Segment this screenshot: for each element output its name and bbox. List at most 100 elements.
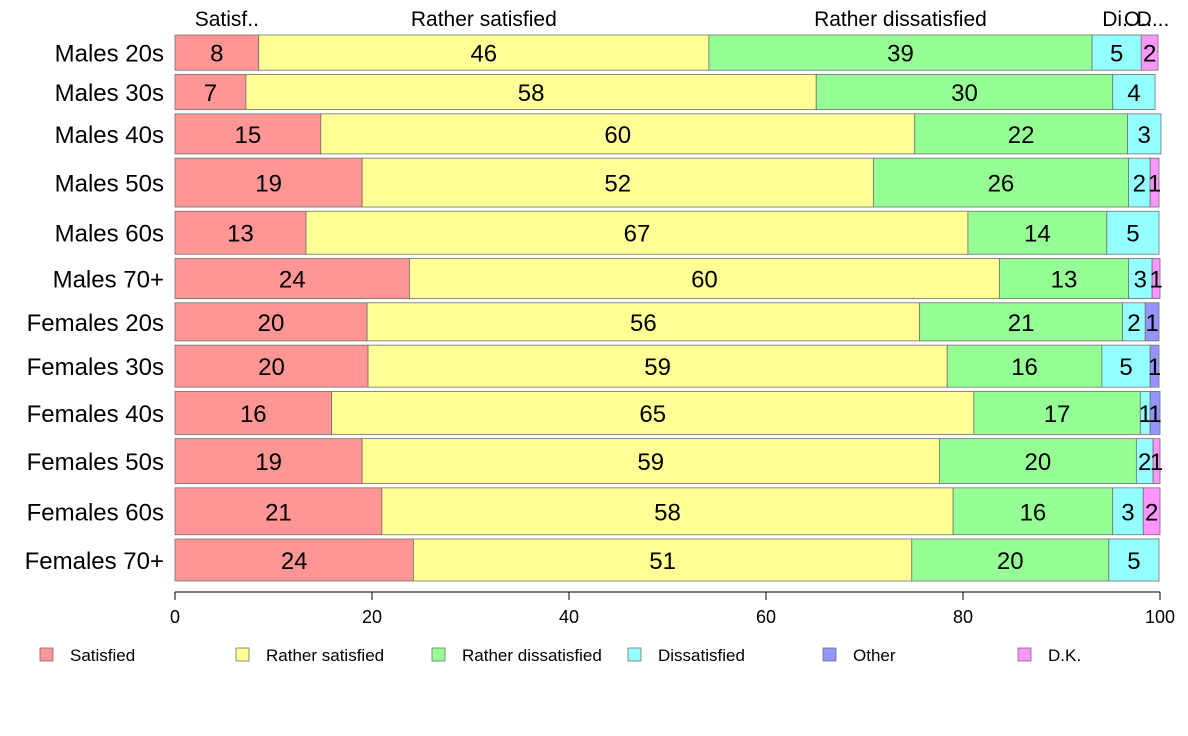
bar-segment-1-2 (258, 34, 710, 71)
x-axis: 0 20 40 60 80 100 (170, 591, 1175, 627)
segment-label-8-2: 59 (644, 354, 671, 381)
segment-label-4-2: 52 (604, 171, 631, 198)
bar-segment-4-1 (174, 157, 363, 208)
legend: Satisfied Rather satisfied Rather dissatis… (39, 646, 1081, 665)
row-label: Males 60s (55, 221, 164, 248)
bar-segment-1-1 (174, 34, 260, 71)
top-label: Rather dissatisfied (814, 8, 987, 31)
legend-swatch (822, 647, 837, 662)
bar-segment-2-1 (174, 74, 247, 110)
row-label: Females 30s (27, 354, 164, 381)
segment-label-5-1: 13 (227, 221, 254, 248)
legend-label: Satisfied (70, 646, 135, 665)
bar-segment-9-2 (331, 391, 975, 435)
bar-segment-8-2 (367, 344, 948, 388)
bar-segment-3-2 (320, 113, 916, 155)
segment-label-9-2: 65 (639, 401, 666, 428)
bar-segment-6-2 (409, 258, 1000, 299)
segment-label-10-1: 19 (255, 449, 282, 476)
segment-label-4-4: 2 (1133, 171, 1146, 198)
bar-segment-8-1 (174, 344, 369, 388)
segment-label-3-1: 15 (235, 122, 262, 149)
segment-label-9-1: 16 (240, 401, 267, 428)
legend-label: Dissatisfied (658, 646, 745, 665)
bar-segment-11-3 (952, 487, 1114, 536)
bar-segment-4-2 (361, 157, 874, 208)
segment-label-2-1: 7 (204, 80, 217, 107)
legend-swatch (627, 647, 642, 662)
bar-segment-5-2 (305, 210, 969, 255)
segment-label-11-2: 58 (654, 499, 681, 526)
segment-label-1-2: 46 (470, 41, 497, 68)
top-label: D... (1137, 8, 1170, 31)
legend-label: Other (853, 646, 896, 665)
bar-segment-9-5 (1149, 391, 1161, 435)
top-label: O.. (1124, 8, 1152, 31)
segment-label-4-6: 1 (1148, 171, 1161, 198)
row-label: Females 20s (27, 310, 164, 337)
legend-swatch (235, 647, 250, 662)
legend-label: Rather satisfied (266, 646, 384, 665)
top-label: Rather satisfied (411, 8, 557, 31)
row-label: Males 30s (55, 80, 164, 107)
segment-label-9-4: 1 (1139, 401, 1152, 428)
bar-segment-1-6 (1140, 34, 1159, 71)
segment-label-2-3: 30 (951, 80, 978, 107)
segment-label-7-5: 1 (1145, 310, 1158, 337)
segment-label-8-5: 1 (1148, 354, 1161, 381)
bar-segment-6-3 (999, 258, 1129, 299)
segment-label-6-1: 24 (279, 267, 306, 294)
segment-label-12-3: 20 (997, 548, 1024, 575)
bar-segment-2-3 (815, 74, 1114, 110)
bar-segment-10-1 (174, 438, 363, 484)
bar-segment-10-2 (361, 438, 940, 484)
bar-segment-12-4 (1108, 538, 1160, 582)
segment-label-12-4: 5 (1127, 548, 1140, 575)
bar-segment-4-6 (1149, 157, 1160, 208)
segment-label-7-1: 20 (258, 310, 285, 337)
row-label: Females 70+ (25, 548, 164, 575)
row-labels-group: Males 20s Males 30s Males 40s Males 50s Male… (25, 41, 164, 575)
bar-segment-3-1 (174, 113, 322, 155)
legend-label: Rather dissatisfied (462, 646, 602, 665)
segment-label-4-1: 19 (255, 171, 282, 198)
segment-label-6-6: 1 (1149, 267, 1162, 294)
bar-segment-9-3 (973, 391, 1141, 435)
bar-segment-7-5 (1144, 302, 1160, 342)
row-label: Females 40s (27, 401, 164, 428)
segment-label-11-4: 3 (1121, 499, 1134, 526)
segment-label-5-2: 67 (624, 221, 651, 248)
bar-segment-6-6 (1151, 258, 1161, 299)
segment-label-2-4: 4 (1127, 80, 1140, 107)
bar-segment-8-5 (1149, 344, 1160, 388)
bar-segment-3-3 (914, 113, 1128, 155)
segment-label-3-3: 22 (1008, 122, 1035, 149)
bar-segment-5-3 (967, 210, 1108, 255)
bar-segment-5-1 (174, 210, 307, 255)
segment-label-11-6: 2 (1145, 499, 1158, 526)
legend-swatch (431, 647, 446, 662)
bar-segment-12-2 (412, 538, 913, 582)
row-label: Males 50s (55, 171, 164, 198)
legend-swatch (1017, 647, 1032, 662)
bar-segment-11-6 (1142, 487, 1161, 536)
segment-label-10-6: 1 (1150, 449, 1163, 476)
segment-label-12-1: 24 (281, 548, 308, 575)
top-label: Satisf.. (195, 8, 259, 31)
segment-label-7-3: 21 (1008, 310, 1035, 337)
segment-label-1-4: 5 (1110, 41, 1123, 68)
segment-label-9-5: 1 (1148, 401, 1161, 428)
segment-label-1-1: 8 (210, 41, 223, 68)
segment-label-9-3: 17 (1044, 401, 1071, 428)
segment-label-1-3: 39 (887, 41, 914, 68)
row-label: Males 40s (55, 122, 164, 149)
row-label: Females 60s (27, 499, 164, 526)
segment-label-8-1: 20 (258, 354, 285, 381)
legend-label: D.K. (1048, 646, 1081, 665)
segment-label-3-4: 3 (1138, 122, 1151, 149)
row-label: Females 50s (27, 449, 164, 476)
segment-label-10-2: 59 (637, 449, 664, 476)
segment-label-6-2: 60 (691, 267, 718, 294)
segment-label-11-3: 16 (1020, 499, 1047, 526)
